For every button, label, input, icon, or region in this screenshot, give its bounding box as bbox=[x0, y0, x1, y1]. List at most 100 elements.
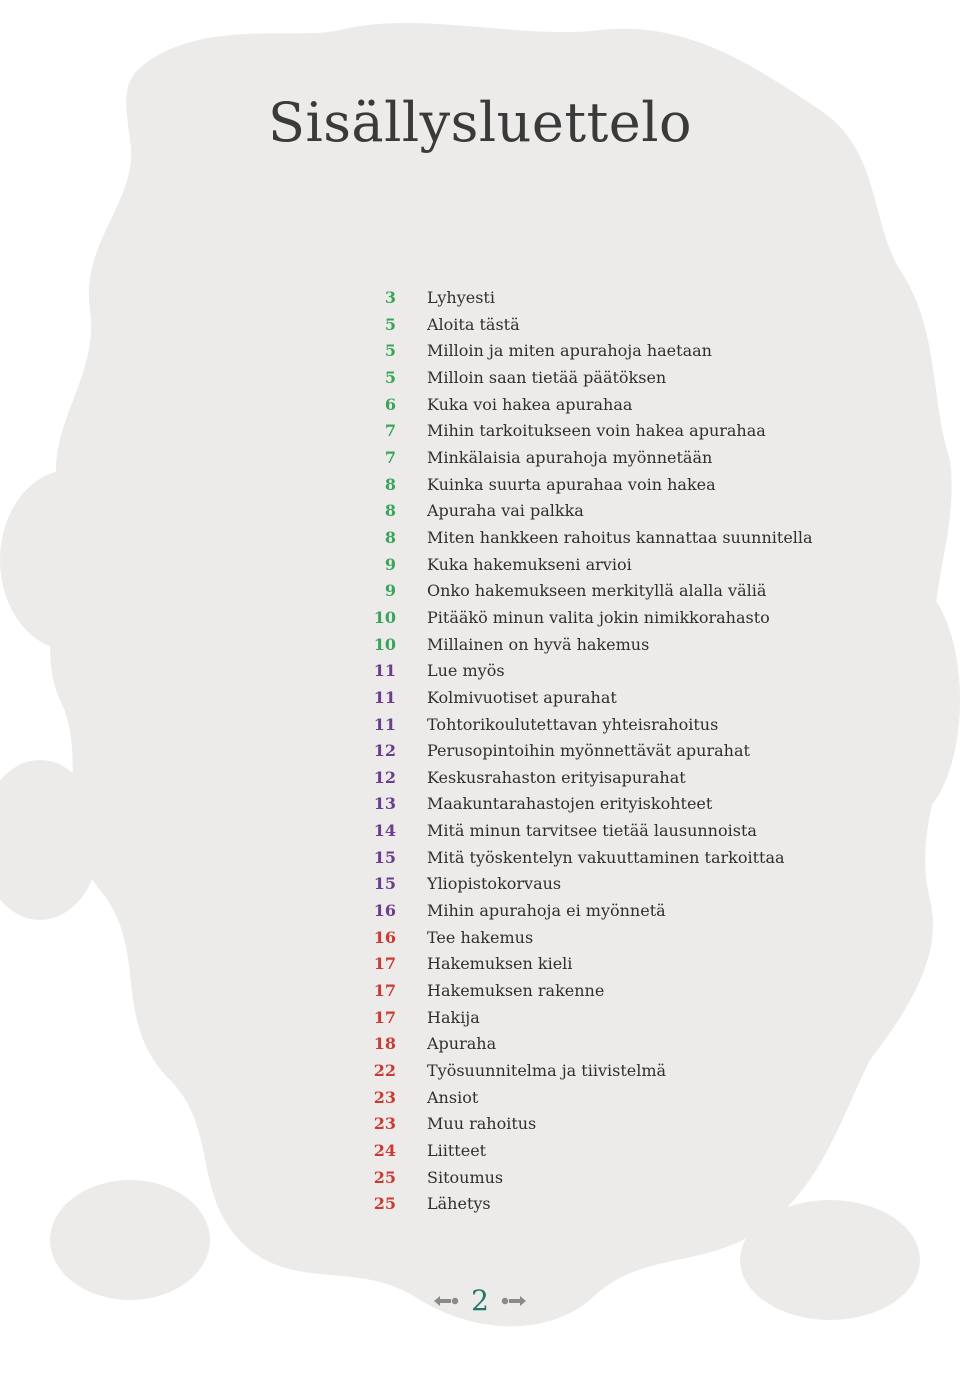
toc-entry: 9 Kuka hakemukseni arvioi bbox=[0, 552, 960, 579]
toc-entry: 17 Hakemuksen rakenne bbox=[0, 978, 960, 1005]
toc-page-number: 12 bbox=[373, 741, 396, 761]
toc-entry-title: Keskusrahaston erityisapurahat bbox=[427, 767, 686, 787]
toc-entry-title: Milloin saan tietää päätöksen bbox=[427, 367, 667, 387]
toc-entry-title: Tohtorikoulutettavan yhteisrahoitus bbox=[427, 714, 719, 734]
toc-entry-title: Yliopistokorvaus bbox=[427, 874, 562, 894]
left-arrow-ornament-icon bbox=[434, 1296, 459, 1306]
toc-entry: 10 Millainen on hyvä hakemus bbox=[0, 632, 960, 659]
toc-entry-title: Hakemuksen kieli bbox=[427, 954, 573, 974]
toc-entry: 5 Aloita tästä bbox=[0, 312, 960, 339]
toc-entry: 14 Mitä minun tarvitsee tietää lausunnois… bbox=[0, 818, 960, 845]
toc-entry: 15 Mitä työskentelyn vakuuttaminen tarkoi… bbox=[0, 845, 960, 872]
table-of-contents: 3 Lyhyesti 5 Aloita tästä 5 Milloin ja miten … bbox=[0, 285, 960, 1218]
toc-page-number: 11 bbox=[373, 687, 396, 707]
toc-page-number: 5 bbox=[384, 314, 396, 334]
toc-entry-title: Kuka voi hakea apurahaa bbox=[427, 394, 633, 414]
toc-page-number: 22 bbox=[373, 1061, 396, 1081]
toc-page-number: 8 bbox=[384, 527, 396, 547]
toc-entry-title: Työsuunnitelma ja tiivistelmä bbox=[427, 1061, 667, 1081]
toc-page-number: 17 bbox=[373, 981, 396, 1001]
toc-page-number: 14 bbox=[373, 821, 396, 841]
page-number: 2 bbox=[471, 1284, 489, 1317]
toc-entry: 15 Yliopistokorvaus bbox=[0, 871, 960, 898]
toc-entry-title: Kolmivuotiset apurahat bbox=[427, 687, 617, 707]
toc-entry: 10 Pitääkö minun valita jokin nimikkoraha… bbox=[0, 605, 960, 632]
page-footer: 2 bbox=[0, 1284, 960, 1318]
toc-entry-title: Lähetys bbox=[427, 1194, 491, 1214]
toc-entry-title: Onko hakemukseen merkityllä alalla väliä bbox=[427, 581, 767, 601]
toc-entry-title: Millainen on hyvä hakemus bbox=[427, 634, 650, 654]
toc-page-number: 15 bbox=[373, 874, 396, 894]
toc-page-number: 8 bbox=[384, 474, 396, 494]
page-title: Sisällysluettelo bbox=[267, 91, 693, 154]
toc-entry: 22 Työsuunnitelma ja tiivistelmä bbox=[0, 1058, 960, 1085]
toc-entry: 7 Minkälaisia apurahoja myönnetään bbox=[0, 445, 960, 472]
toc-page-number: 18 bbox=[373, 1034, 396, 1054]
toc-entry: 5 Milloin saan tietää päätöksen bbox=[0, 365, 960, 392]
toc-entry-title: Kuka hakemukseni arvioi bbox=[427, 554, 632, 574]
toc-page-number: 8 bbox=[384, 501, 396, 521]
toc-page-number: 23 bbox=[373, 1114, 396, 1134]
toc-entry: 13 Maakuntarahastojen erityiskohteet bbox=[0, 791, 960, 818]
toc-page-number: 11 bbox=[373, 661, 396, 681]
toc-entry-title: Lyhyesti bbox=[427, 288, 495, 307]
toc-entry: 12 Keskusrahaston erityisapurahat bbox=[0, 765, 960, 792]
toc-entry: 17 Hakemuksen kieli bbox=[0, 951, 960, 978]
toc-entry: 6 Kuka voi hakea apurahaa bbox=[0, 392, 960, 419]
toc-page-number: 17 bbox=[373, 954, 396, 974]
toc-page-number: 17 bbox=[373, 1007, 396, 1027]
toc-entry-title: Hakemuksen rakenne bbox=[427, 981, 605, 1001]
toc-page-number: 13 bbox=[373, 794, 396, 814]
toc-page-number: 5 bbox=[384, 367, 396, 387]
toc-entry: 25 Sitoumus bbox=[0, 1165, 960, 1192]
toc-entry: 3 Lyhyesti bbox=[0, 285, 960, 312]
toc-entry: 8 Miten hankkeen rahoitus kannattaa suunn… bbox=[0, 525, 960, 552]
toc-page-number: 9 bbox=[384, 581, 396, 601]
toc-entry: 11 Kolmivuotiset apurahat bbox=[0, 685, 960, 712]
toc-page-number: 7 bbox=[384, 421, 396, 441]
toc-page-number: 7 bbox=[384, 447, 396, 467]
toc-page-number: 10 bbox=[373, 607, 396, 627]
toc-entry: 17 Hakija bbox=[0, 1005, 960, 1032]
toc-entry: 7 Mihin tarkoitukseen voin hakea apurahaa bbox=[0, 418, 960, 445]
toc-page-number: 9 bbox=[384, 554, 396, 574]
toc-entry: 24 Liitteet bbox=[0, 1138, 960, 1165]
toc-entry-title: Pitääkö minun valita jokin nimikkorahast… bbox=[427, 607, 770, 627]
toc-entry-title: Hakija bbox=[427, 1007, 480, 1027]
toc-entry-title: Mitä työskentelyn vakuuttaminen tarkoitt… bbox=[427, 847, 785, 867]
toc-entry: 23 Muu rahoitus bbox=[0, 1111, 960, 1138]
toc-page-number: 10 bbox=[373, 634, 396, 654]
toc-entry-title: Perusopintoihin myönnettävät apurahat bbox=[427, 741, 750, 761]
toc-entry-title: Minkälaisia apurahoja myönnetään bbox=[427, 447, 713, 467]
toc-entry: 12 Perusopintoihin myönnettävät apurahat bbox=[0, 738, 960, 765]
toc-entry-title: Ansiot bbox=[427, 1087, 479, 1107]
toc-page-number: 24 bbox=[373, 1141, 396, 1160]
toc-page-number: 15 bbox=[373, 847, 396, 867]
toc-entry-title: Milloin ja miten apurahoja haetaan bbox=[427, 341, 712, 361]
toc-entry-title: Miten hankkeen rahoitus kannattaa suunni… bbox=[427, 527, 813, 547]
toc-entry-title: Aloita tästä bbox=[427, 314, 520, 334]
toc-page-number: 6 bbox=[384, 394, 396, 414]
toc-entry: 16 Tee hakemus bbox=[0, 925, 960, 952]
toc-page-number: 25 bbox=[373, 1167, 396, 1187]
toc-entry: 16 Mihin apurahoja ei myönnetä bbox=[0, 898, 960, 925]
toc-entry-title: Liitteet bbox=[427, 1141, 487, 1160]
toc-entry-title: Maakuntarahastojen erityiskohteet bbox=[427, 794, 713, 814]
toc-entry-title: Kuinka suurta apurahaa voin hakea bbox=[427, 474, 716, 494]
toc-page-number: 12 bbox=[373, 767, 396, 787]
toc-entry: 5 Milloin ja miten apurahoja haetaan bbox=[0, 338, 960, 365]
toc-entry: 25 Lähetys bbox=[0, 1191, 960, 1218]
toc-entry: 18 Apuraha bbox=[0, 1031, 960, 1058]
toc-page-number: 3 bbox=[384, 288, 396, 307]
toc-entry: 8 Apuraha vai palkka bbox=[0, 498, 960, 525]
toc-entry-title: Sitoumus bbox=[427, 1167, 504, 1187]
toc-page-number: 23 bbox=[373, 1087, 396, 1107]
toc-entry-title: Mitä minun tarvitsee tietää lausunnoista bbox=[427, 821, 757, 841]
toc-page-number: 11 bbox=[373, 714, 396, 734]
toc-page-number: 16 bbox=[373, 927, 396, 947]
toc-entry-title: Apuraha bbox=[427, 1034, 497, 1054]
toc-entry: 23 Ansiot bbox=[0, 1085, 960, 1112]
toc-entry-title: Apuraha vai palkka bbox=[427, 501, 584, 521]
toc-page-number: 25 bbox=[373, 1194, 396, 1214]
